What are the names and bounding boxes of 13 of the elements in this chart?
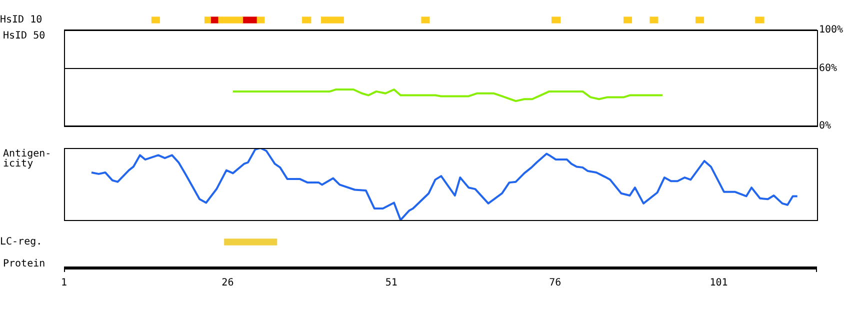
- y-axis-title: HsID 50: [3, 30, 46, 42]
- x-tick-label: 76: [549, 278, 562, 289]
- y-tick-label: 0%: [819, 120, 832, 132]
- x-tick-label: 1: [60, 278, 68, 289]
- y-tick-label: LC-reg.: [0, 236, 42, 248]
- y-tick-label: 60%: [819, 62, 838, 74]
- y-tick-label: 100%: [819, 24, 844, 36]
- x-tick-label: 101: [710, 278, 728, 289]
- y-tick-label: HsID 10: [0, 14, 42, 26]
- y-axis-title: Antigen-icity: [3, 148, 52, 170]
- x-axis-title: Protein: [3, 258, 46, 270]
- x-tick-label: 26: [222, 278, 234, 289]
- x-tick-label: 51: [385, 278, 398, 289]
